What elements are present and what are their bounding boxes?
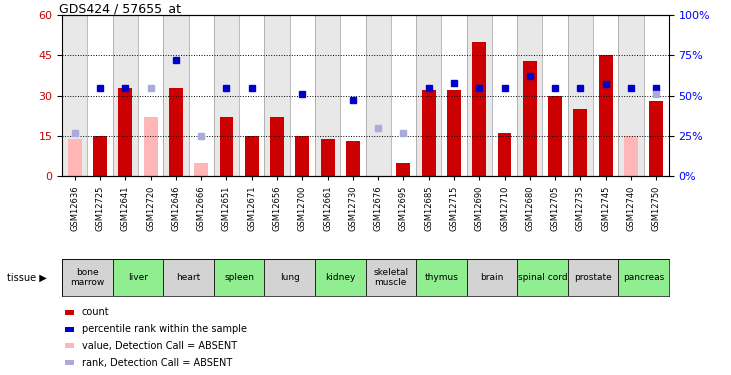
Bar bbox=[113, 15, 138, 176]
Bar bbox=[189, 15, 213, 176]
Text: spleen: spleen bbox=[224, 273, 254, 282]
Bar bbox=[643, 15, 669, 176]
Bar bbox=[366, 259, 416, 296]
Bar bbox=[346, 141, 360, 176]
Bar bbox=[194, 163, 208, 176]
Bar bbox=[396, 168, 410, 176]
Bar bbox=[315, 259, 366, 296]
Bar bbox=[466, 259, 518, 296]
Bar bbox=[65, 310, 75, 315]
Bar bbox=[568, 259, 618, 296]
Text: kidney: kidney bbox=[325, 273, 355, 282]
Bar bbox=[213, 15, 239, 176]
Bar bbox=[593, 15, 618, 176]
Bar bbox=[447, 90, 461, 176]
Bar bbox=[239, 15, 265, 176]
Bar bbox=[138, 15, 163, 176]
Bar bbox=[65, 360, 75, 365]
Bar bbox=[523, 61, 537, 176]
Bar bbox=[118, 88, 132, 176]
Bar bbox=[93, 136, 107, 176]
Bar bbox=[65, 344, 75, 348]
Text: rank, Detection Call = ABSENT: rank, Detection Call = ABSENT bbox=[82, 358, 232, 368]
Text: liver: liver bbox=[128, 273, 148, 282]
Bar bbox=[466, 15, 492, 176]
Bar bbox=[295, 139, 309, 176]
Bar bbox=[144, 117, 158, 176]
Bar bbox=[163, 259, 213, 296]
Bar bbox=[366, 15, 391, 176]
Bar bbox=[213, 259, 265, 296]
Bar bbox=[618, 15, 643, 176]
Bar bbox=[548, 96, 562, 176]
Bar bbox=[624, 136, 638, 176]
Bar bbox=[542, 15, 568, 176]
Text: heart: heart bbox=[176, 273, 201, 282]
Text: GDS424 / 57655_at: GDS424 / 57655_at bbox=[59, 2, 181, 15]
Bar bbox=[472, 42, 486, 176]
Bar bbox=[391, 15, 416, 176]
Bar bbox=[265, 15, 289, 176]
Bar bbox=[649, 101, 663, 176]
Text: pancreas: pancreas bbox=[623, 273, 664, 282]
Text: lung: lung bbox=[280, 273, 300, 282]
Bar bbox=[599, 56, 613, 176]
Bar bbox=[68, 139, 82, 176]
Text: skeletal
muscle: skeletal muscle bbox=[374, 268, 409, 287]
Bar bbox=[289, 15, 315, 176]
Bar bbox=[295, 136, 309, 176]
Bar bbox=[340, 15, 366, 176]
Bar bbox=[245, 136, 259, 176]
Bar bbox=[498, 133, 512, 176]
Text: spinal cord: spinal cord bbox=[518, 273, 567, 282]
Bar bbox=[442, 15, 466, 176]
Bar bbox=[88, 15, 113, 176]
Bar bbox=[422, 90, 436, 176]
Bar bbox=[315, 15, 340, 176]
Bar bbox=[568, 15, 593, 176]
Text: thymus: thymus bbox=[425, 273, 458, 282]
Bar bbox=[113, 259, 163, 296]
Bar bbox=[219, 117, 233, 176]
Bar bbox=[62, 259, 113, 296]
Bar bbox=[163, 15, 189, 176]
Bar bbox=[270, 117, 284, 176]
Bar bbox=[416, 15, 442, 176]
Text: tissue ▶: tissue ▶ bbox=[7, 273, 47, 282]
Bar bbox=[62, 15, 88, 176]
Text: bone
marrow: bone marrow bbox=[70, 268, 105, 287]
Bar bbox=[396, 163, 410, 176]
Text: percentile rank within the sample: percentile rank within the sample bbox=[82, 324, 247, 334]
Text: count: count bbox=[82, 307, 110, 317]
Bar bbox=[321, 139, 335, 176]
Bar bbox=[492, 15, 517, 176]
Text: value, Detection Call = ABSENT: value, Detection Call = ABSENT bbox=[82, 341, 237, 351]
Text: prostate: prostate bbox=[574, 273, 612, 282]
Text: brain: brain bbox=[480, 273, 504, 282]
Bar bbox=[169, 88, 183, 176]
Bar bbox=[65, 327, 75, 332]
Bar bbox=[265, 259, 315, 296]
Bar bbox=[416, 259, 466, 296]
Bar bbox=[573, 109, 587, 176]
Bar bbox=[518, 259, 568, 296]
Bar bbox=[618, 259, 669, 296]
Bar bbox=[517, 15, 542, 176]
